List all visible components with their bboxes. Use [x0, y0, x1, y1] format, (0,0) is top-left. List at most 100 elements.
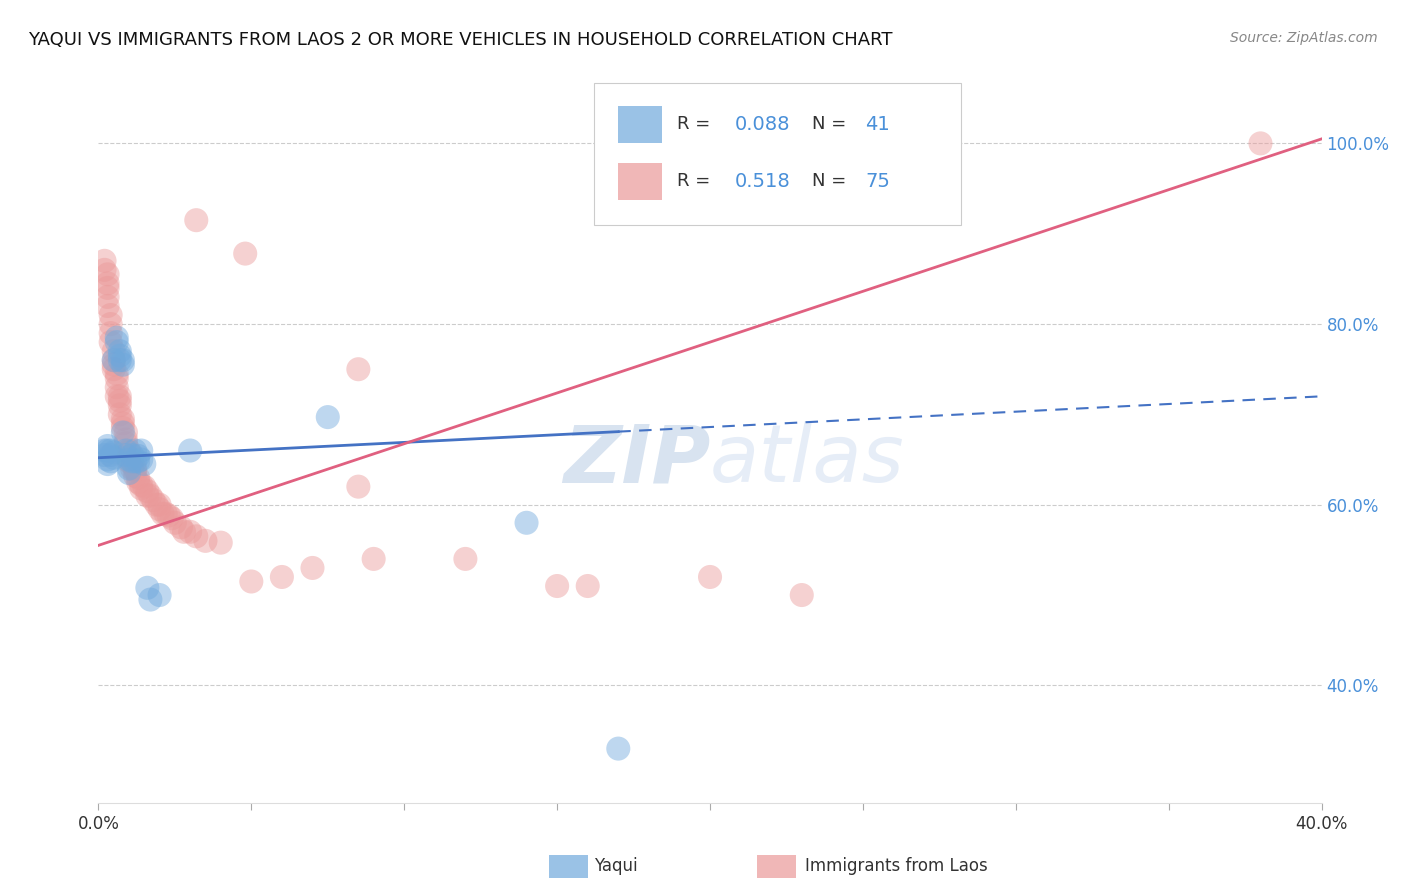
Text: Source: ZipAtlas.com: Source: ZipAtlas.com	[1230, 31, 1378, 45]
Point	[127, 449, 149, 463]
Point	[209, 535, 232, 549]
Point	[124, 443, 146, 458]
Point	[129, 452, 152, 467]
Point	[124, 461, 146, 475]
Point	[111, 417, 134, 431]
Point	[1249, 136, 1271, 151]
Point	[118, 443, 141, 458]
Point	[173, 524, 195, 539]
Point	[93, 448, 115, 462]
Text: 0.088: 0.088	[734, 115, 790, 134]
Point	[100, 317, 122, 331]
Text: R =: R =	[678, 115, 716, 133]
Point	[100, 448, 122, 462]
Point	[118, 450, 141, 465]
Point	[121, 457, 143, 471]
Point	[124, 468, 146, 483]
Point	[103, 362, 125, 376]
Point	[105, 380, 128, 394]
Point	[111, 412, 134, 426]
Point	[93, 253, 115, 268]
Point	[134, 480, 156, 494]
Point	[103, 450, 125, 465]
Point	[136, 489, 159, 503]
Point	[111, 353, 134, 368]
Point	[139, 592, 162, 607]
Point	[97, 439, 120, 453]
FancyBboxPatch shape	[619, 162, 662, 200]
Point	[105, 389, 128, 403]
Point	[115, 436, 138, 450]
Text: N =: N =	[811, 172, 852, 190]
Point	[118, 452, 141, 467]
Point	[155, 507, 177, 521]
Text: R =: R =	[678, 172, 716, 190]
Point	[111, 358, 134, 372]
Text: N =: N =	[811, 115, 852, 133]
Point	[121, 461, 143, 475]
Point	[115, 425, 138, 440]
Point	[121, 454, 143, 468]
Point	[270, 570, 292, 584]
Point	[454, 552, 477, 566]
FancyBboxPatch shape	[619, 105, 662, 143]
Point	[186, 213, 208, 227]
Point	[179, 443, 201, 458]
Point	[157, 508, 180, 523]
Point	[103, 358, 125, 372]
Point	[699, 570, 721, 584]
Point	[118, 445, 141, 459]
Point	[105, 371, 128, 385]
Point	[240, 574, 263, 589]
Point	[105, 335, 128, 350]
Point	[108, 389, 131, 403]
Point	[124, 454, 146, 468]
Point	[105, 330, 128, 344]
Point	[97, 277, 120, 291]
Point	[607, 741, 630, 756]
Point	[179, 524, 201, 539]
Point	[97, 290, 120, 304]
Point	[103, 344, 125, 359]
Point	[347, 480, 370, 494]
Text: 41: 41	[865, 115, 890, 134]
Point	[97, 299, 120, 313]
Point	[546, 579, 568, 593]
Point	[136, 484, 159, 499]
Point	[170, 520, 193, 534]
Text: 75: 75	[865, 172, 890, 191]
Point	[103, 353, 125, 368]
Point	[516, 516, 538, 530]
Point	[145, 498, 167, 512]
Text: Immigrants from Laos: Immigrants from Laos	[806, 857, 988, 875]
Point	[108, 393, 131, 408]
Point	[100, 443, 122, 458]
Point	[129, 482, 152, 496]
Point	[127, 475, 149, 490]
Point	[100, 454, 122, 468]
Point	[100, 326, 122, 340]
Point	[127, 470, 149, 484]
Point	[316, 410, 339, 425]
Point	[121, 448, 143, 462]
Point	[129, 443, 152, 458]
Point	[97, 457, 120, 471]
Point	[301, 561, 323, 575]
Point	[163, 516, 186, 530]
Point	[108, 344, 131, 359]
Point	[118, 454, 141, 468]
Point	[194, 533, 217, 548]
Point	[105, 367, 128, 381]
Point	[115, 443, 138, 458]
Point	[233, 246, 256, 260]
Point	[97, 452, 120, 467]
FancyBboxPatch shape	[593, 84, 960, 225]
Point	[149, 498, 172, 512]
Text: 0.518: 0.518	[734, 172, 790, 191]
Point	[136, 581, 159, 595]
Text: YAQUI VS IMMIGRANTS FROM LAOS 2 OR MORE VEHICLES IN HOUSEHOLD CORRELATION CHART: YAQUI VS IMMIGRANTS FROM LAOS 2 OR MORE …	[28, 31, 893, 49]
Point	[149, 588, 172, 602]
Point	[103, 353, 125, 368]
Point	[108, 408, 131, 422]
Point	[97, 281, 120, 295]
